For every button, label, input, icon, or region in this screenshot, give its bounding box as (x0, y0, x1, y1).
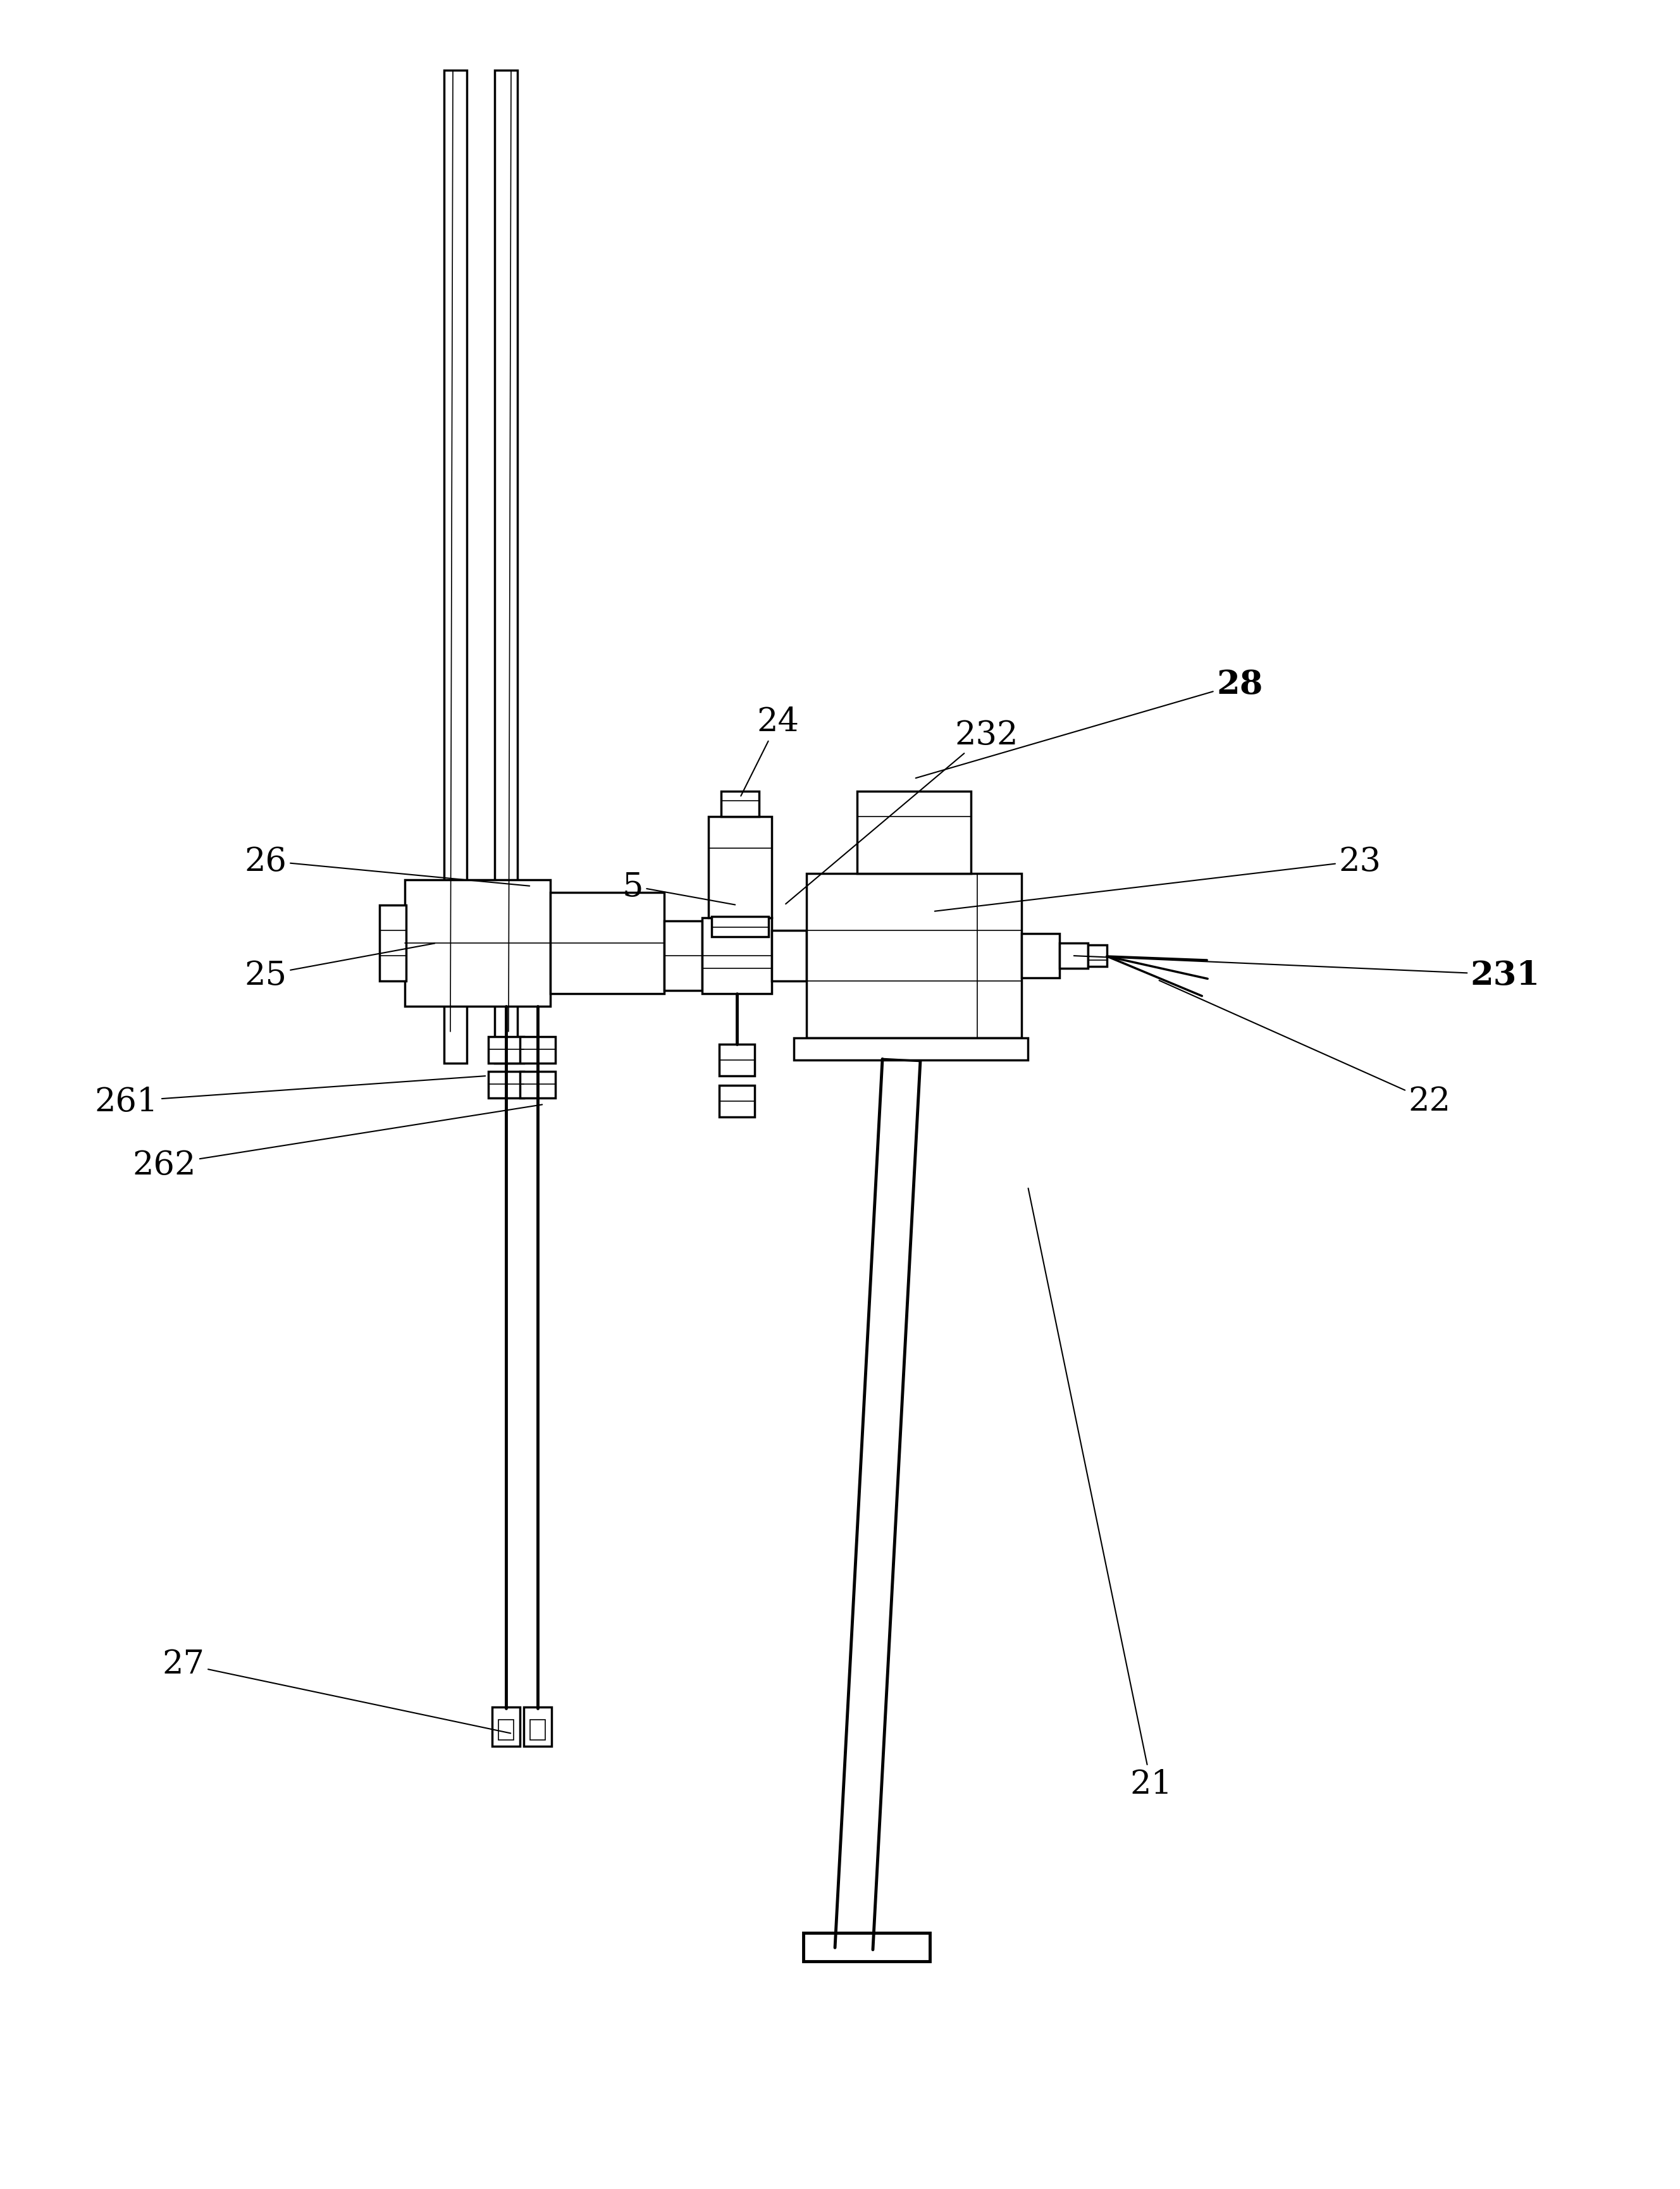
Bar (795, 1038, 1028, 1059)
Bar (664, 922, 702, 992)
Bar (494, 70, 517, 1064)
Bar (721, 792, 759, 816)
Bar (719, 1086, 754, 1116)
Bar (803, 1933, 929, 1961)
Bar (489, 1038, 524, 1064)
Bar (519, 1038, 556, 1064)
Bar (702, 917, 771, 994)
Bar (492, 1707, 519, 1747)
Text: 22: 22 (1159, 981, 1452, 1119)
Bar (857, 792, 971, 873)
Text: 261: 261 (94, 1077, 486, 1119)
Bar (489, 1073, 524, 1099)
Text: 231: 231 (1074, 957, 1541, 992)
Text: 5: 5 (622, 871, 736, 904)
Text: 21: 21 (1028, 1189, 1173, 1802)
Bar (519, 1073, 556, 1099)
Text: 27: 27 (163, 1648, 511, 1734)
Text: 23: 23 (934, 845, 1381, 911)
Text: 232: 232 (786, 718, 1018, 904)
Bar (719, 1044, 754, 1077)
Bar (499, 1721, 514, 1740)
Bar (1060, 943, 1089, 970)
Bar (531, 1721, 546, 1740)
Bar (444, 70, 467, 1064)
Bar (709, 816, 771, 917)
Bar (1021, 935, 1060, 978)
Bar (771, 930, 806, 981)
Text: 26: 26 (245, 845, 529, 887)
Text: 25: 25 (244, 943, 435, 992)
Bar (405, 880, 551, 1007)
Bar (712, 917, 768, 937)
Bar (1089, 946, 1107, 968)
Bar (524, 1707, 551, 1747)
Bar (806, 873, 1021, 1038)
Bar (380, 906, 407, 981)
Text: 24: 24 (741, 707, 800, 797)
Bar (551, 893, 664, 994)
Text: 262: 262 (133, 1105, 543, 1180)
Text: 28: 28 (916, 668, 1263, 779)
